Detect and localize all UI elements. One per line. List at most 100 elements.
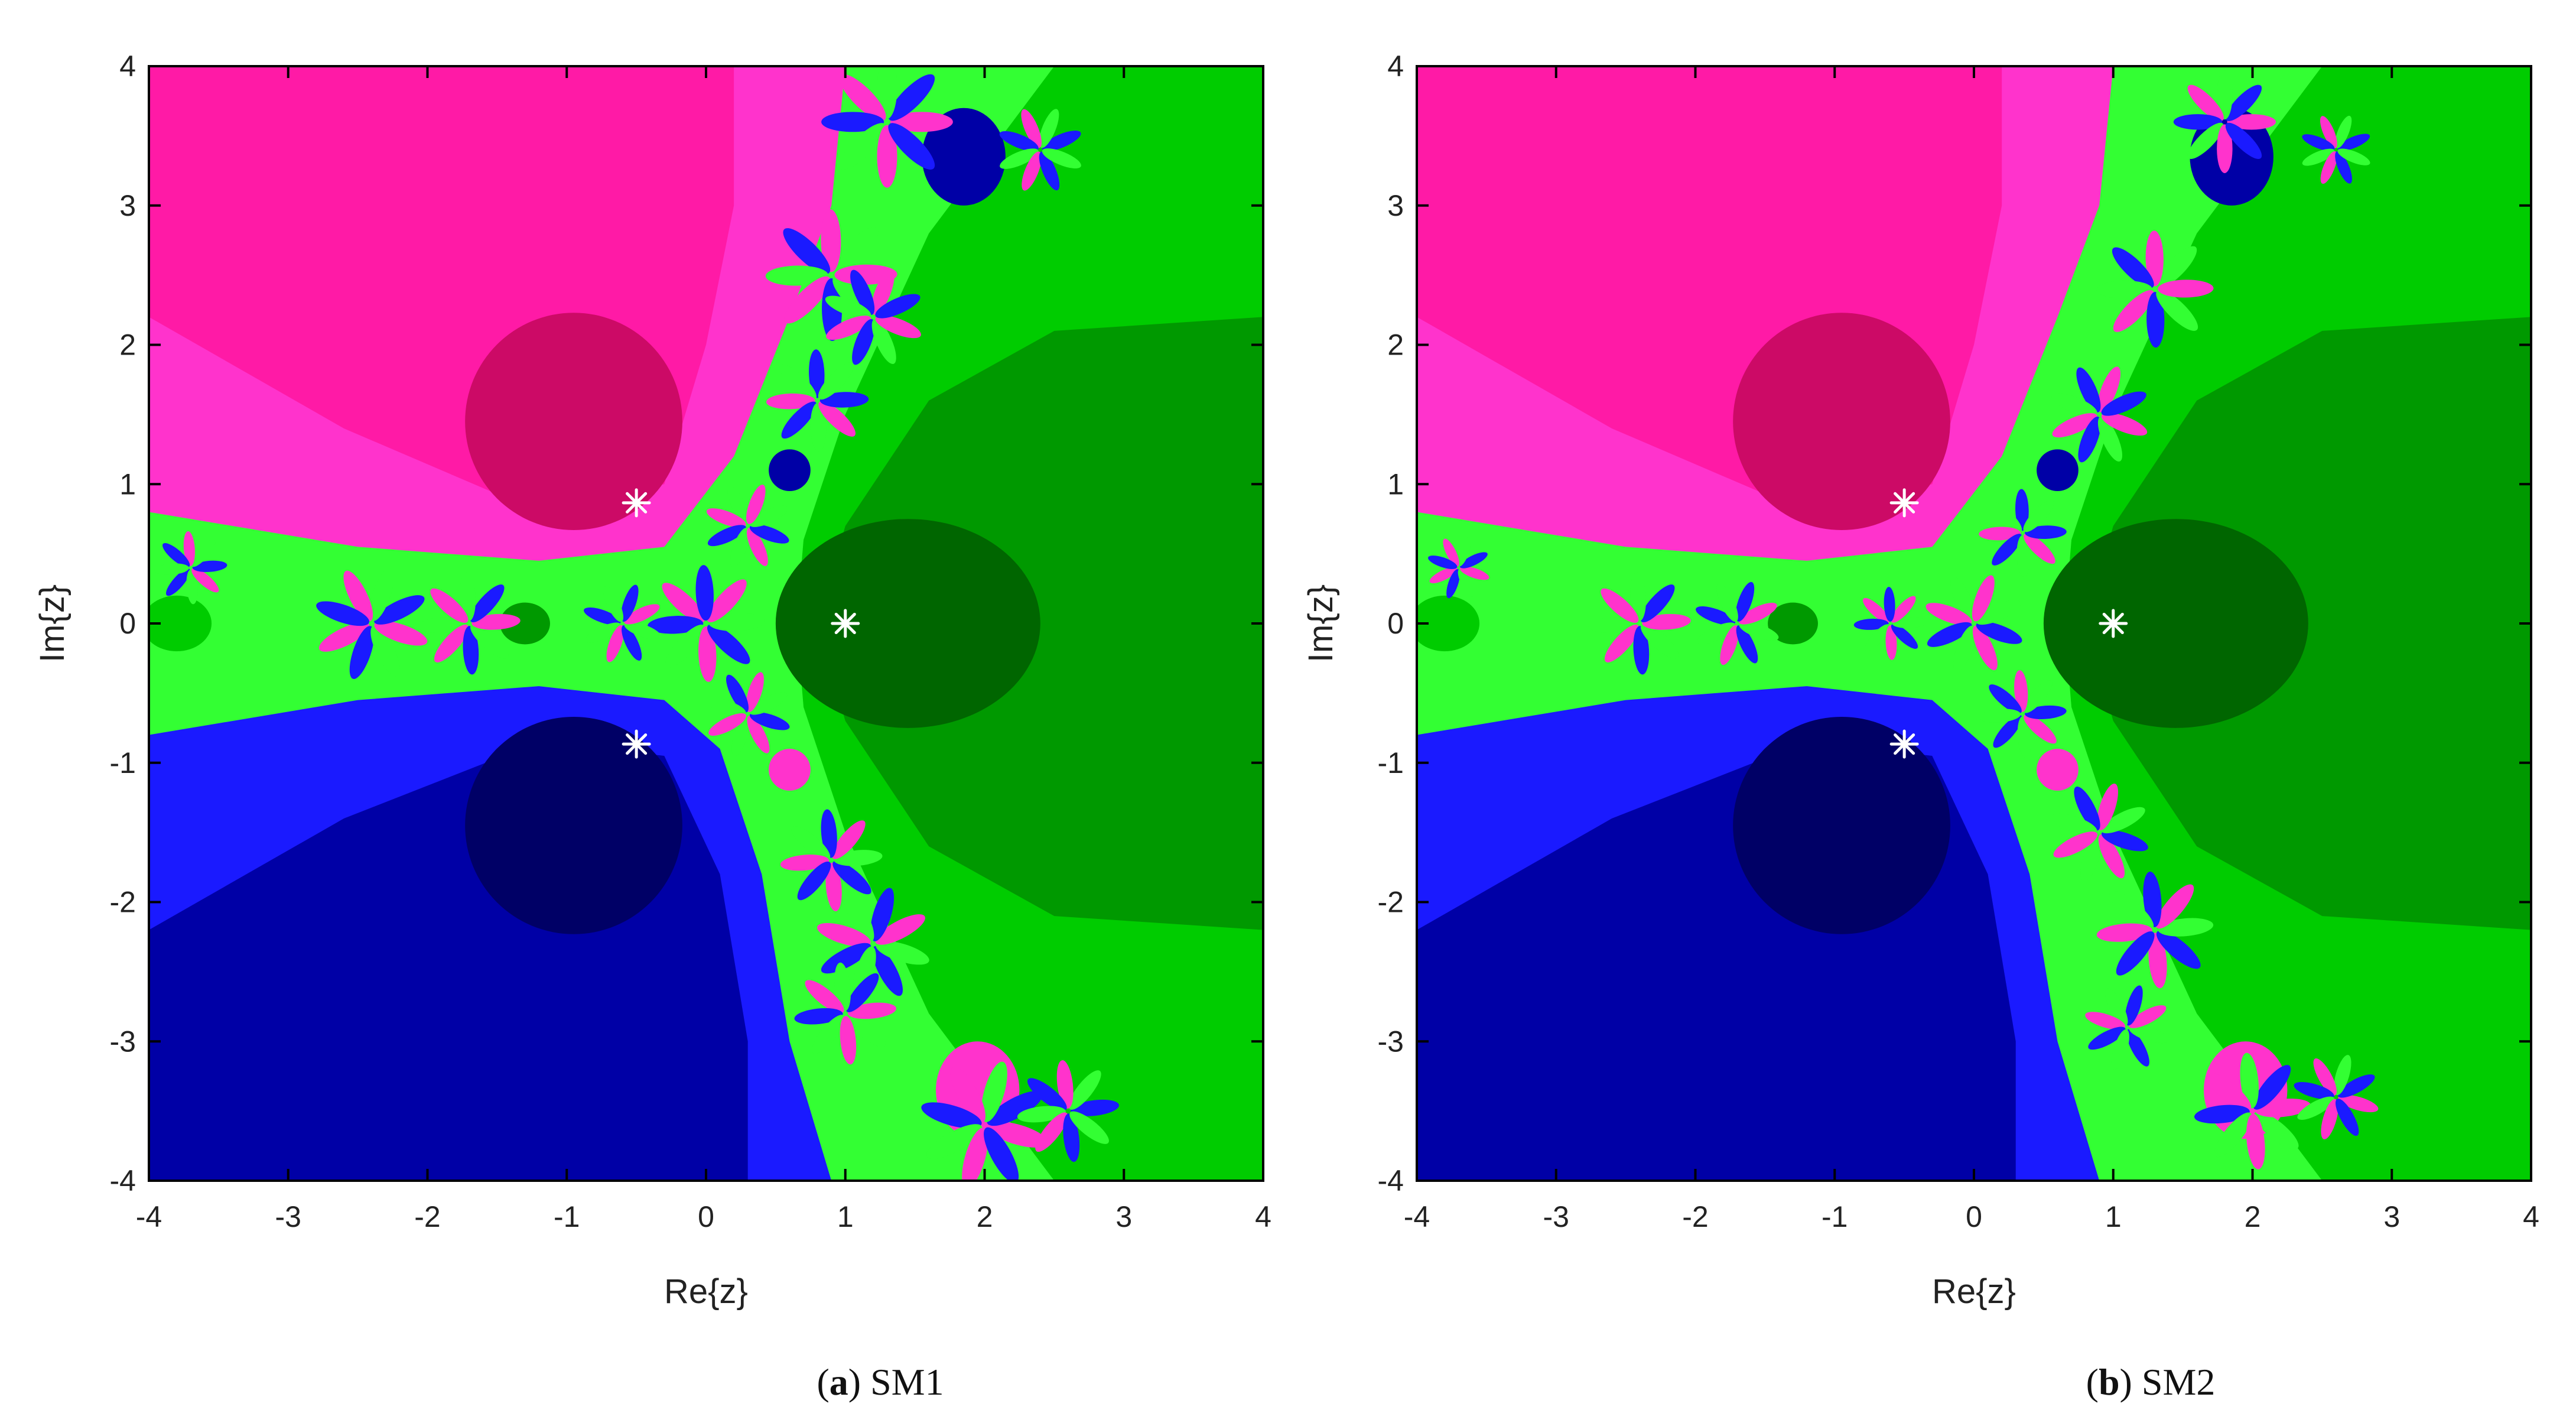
panel-a-caption-text: SM1 [870,1361,944,1403]
petal [819,392,869,408]
y-tick-label: -2 [110,886,136,919]
petal [1063,1113,1080,1162]
petal [2125,985,2143,1026]
panel-b-ticks: -4 -3 -2 -1 0 1 2 3 4 4 3 2 1 0 -1 -2 -3 -4 [1378,50,2539,1233]
petal [1739,602,1777,625]
petal [2156,246,2197,288]
petal [2023,680,2053,713]
petal [2050,813,2097,835]
petal [2015,489,2029,531]
petal [2294,1081,2334,1100]
petal [1926,603,1972,626]
petal [2097,416,2123,462]
petal [791,826,831,860]
petal [1021,109,1042,148]
petal [2155,884,2194,929]
petal [2097,783,2118,830]
petal [2101,391,2146,416]
petal [2335,115,2352,148]
petal [2112,247,2154,288]
petal [821,809,837,858]
y-tick-label: -3 [110,1025,136,1058]
petal [2255,1099,2311,1117]
petal [1017,1106,1066,1123]
petal [2023,500,2054,532]
petal [2297,1096,2335,1120]
petal [2024,714,2057,744]
petal [1446,569,1461,599]
petal [987,1091,1043,1126]
petal [2225,122,2262,160]
petal [648,616,704,634]
petal [434,624,469,662]
petal [191,540,216,567]
petal [1039,151,1060,191]
petal [154,563,189,575]
basin-green-mid [2085,317,2531,930]
petal [2253,1111,2299,1149]
petal [2320,116,2337,148]
petal [984,1127,1019,1181]
panel-a-roots [622,488,860,759]
y-tick-label: 4 [1387,50,1404,83]
x-tick-label: -3 [275,1200,301,1233]
petal [2337,148,2370,165]
y-tick-label: -2 [1378,886,1404,919]
petal [2085,1012,2126,1030]
petal [1056,1060,1074,1109]
petal [831,820,866,859]
petal [746,527,768,566]
petal [888,123,935,170]
petal [962,1128,988,1181]
petal [825,862,842,912]
petal [821,943,871,974]
petal [2148,933,2167,989]
petal [888,74,935,121]
petal [2240,1052,2259,1109]
y-tick-label: -1 [110,746,136,779]
petal [780,855,830,871]
petal [186,569,198,605]
petal [2187,85,2224,121]
x-tick-label: -2 [1682,1200,1708,1233]
x-tick-label: -2 [414,1200,440,1233]
petal [1071,1099,1120,1116]
petal [834,962,851,1012]
petal [2146,291,2165,348]
basin-green-core [2043,519,2308,728]
petal [766,393,815,410]
petal [1068,1070,1101,1110]
panel-a-caption: (a) SM1 [817,1361,944,1403]
petal [1039,109,1059,148]
panel-b-caption-text: SM2 [2142,1361,2216,1403]
petal [1588,617,1638,633]
petal [1027,1078,1067,1111]
petal [781,401,817,439]
petal [707,624,750,664]
petal [2052,413,2097,438]
petal [747,715,770,753]
petal [2078,416,2102,463]
petal [708,613,765,631]
petal [1604,624,1640,662]
petal [2096,280,2152,299]
petal [797,861,831,901]
petal [2080,834,2102,882]
petal [1458,568,1475,597]
petal [585,622,621,643]
petal [845,973,879,1012]
petal [818,362,854,400]
petal [749,505,788,527]
petal [999,131,1039,151]
island-blue-mid [2037,449,2079,492]
y-tick-label: 1 [1387,467,1404,501]
petal [825,295,871,319]
petal [2109,891,2154,930]
basin-green-mid [817,317,1263,930]
petal [871,269,895,315]
petal [1630,572,1646,621]
petal [783,228,831,274]
petal [606,625,625,662]
petal [1950,576,1976,622]
petal [749,712,790,730]
